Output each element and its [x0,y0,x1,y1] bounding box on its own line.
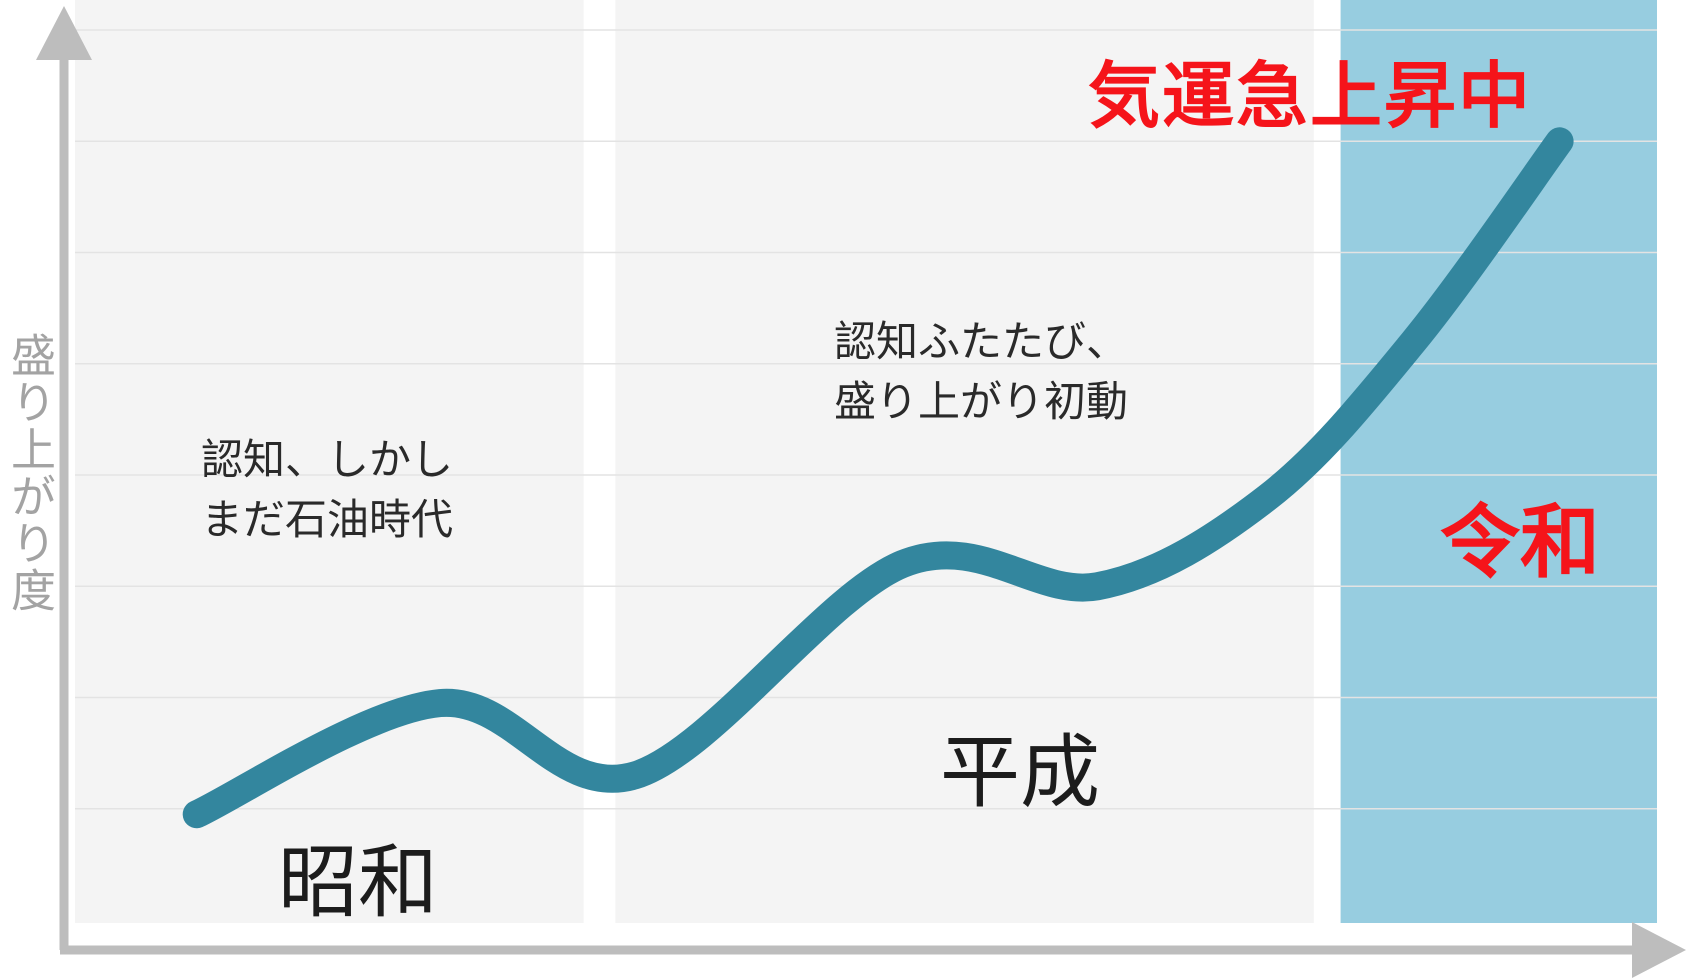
period-band-0 [75,0,584,923]
axes [36,6,1686,978]
y-axis-label: 盛り上がり度 [3,332,56,614]
period-band-1 [615,0,1314,923]
x-axis-arrow [1632,922,1686,978]
annotation-heisei: 認知ふたたび、 盛り上がり初動 [834,317,1129,426]
period-label-heisei: 平成 [940,726,1100,819]
period-label-reiwa: 令和 [1440,496,1600,589]
y-axis-arrow [36,6,92,60]
series-line [182,127,1574,829]
headline: 気運急上昇中 [1088,54,1533,138]
period-bands [75,0,1657,923]
annotation-showa: 認知、しかし まだ石油時代 [201,435,454,544]
period-band-2 [1340,0,1657,923]
period-label-showa: 昭和 [278,836,438,929]
